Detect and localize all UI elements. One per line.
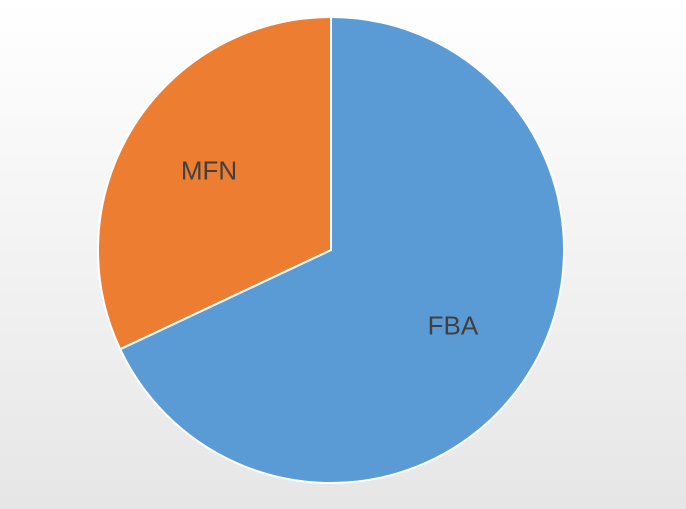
slice-label: FBA — [428, 310, 479, 340]
pie-slice — [97, 15, 332, 351]
pie-slice — [118, 15, 565, 484]
slice-label: MFN — [181, 155, 237, 185]
